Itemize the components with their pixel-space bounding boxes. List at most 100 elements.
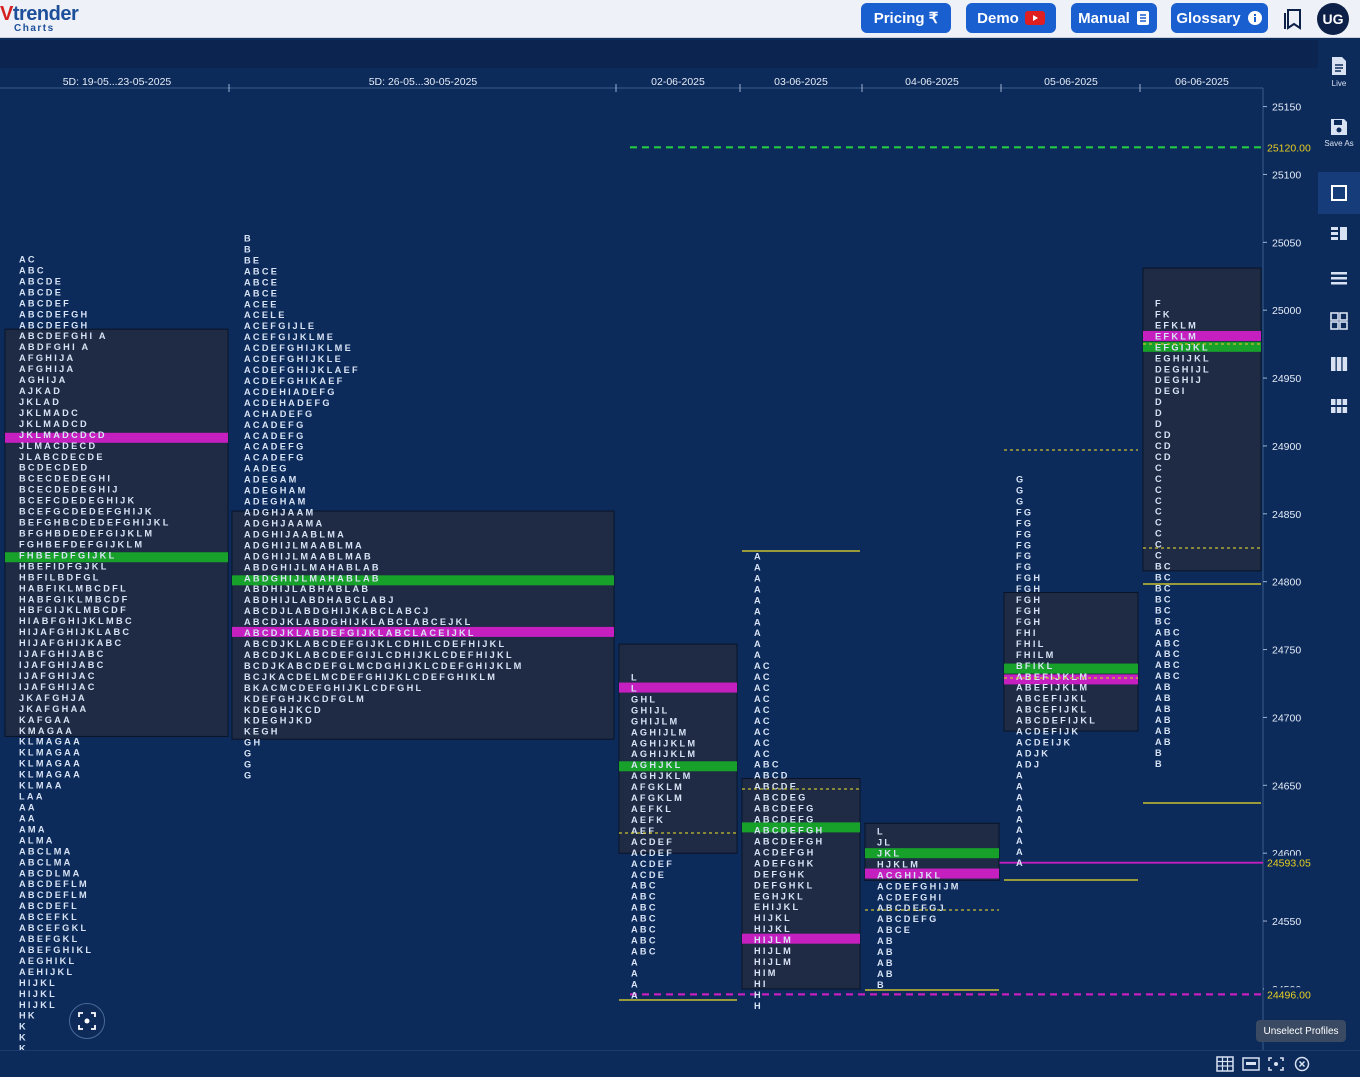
market-profile-chart[interactable]: 5D: 19-05...23-05-2025 5D: 26-05...30-05-… [0, 40, 1318, 1050]
tpo-row: ABEFGHIKL [19, 945, 93, 955]
tpo-row: ACDE [631, 870, 666, 880]
live-button[interactable]: Live [1318, 56, 1360, 96]
tpo-row: A [1016, 836, 1025, 846]
tpo-row: HIJAFGHIJKLABC [19, 627, 131, 637]
tpo-row: GH [244, 738, 262, 748]
price-label-bg [1264, 987, 1316, 1002]
tpo-row: ADGHIJLMAABLMAB [244, 551, 373, 561]
y-tick-label: 24550 [1272, 916, 1301, 928]
user-avatar[interactable]: UG [1317, 3, 1349, 35]
price-label: 25120.00 [1267, 142, 1311, 154]
tpo-row: AB [1155, 704, 1173, 714]
price-label: 24496.00 [1267, 989, 1311, 1001]
tpo-row: AC [754, 661, 772, 671]
tpo-row: ADGHJAAM [244, 508, 315, 518]
tpo-row: ABCDEFLM [19, 879, 89, 889]
tpo-row: ADJK [1016, 749, 1050, 759]
tpo-row: GHL [631, 694, 657, 704]
tpo-row: AMA [19, 824, 47, 834]
single-layout-button[interactable] [1318, 172, 1360, 214]
save-as-button[interactable]: Save As [1318, 118, 1360, 158]
right-toolbar: Live Save As [1318, 40, 1360, 1050]
tpo-row: CD [1155, 441, 1173, 451]
tpo-row: FGH [1016, 606, 1042, 616]
tpo-row: ABCE [244, 288, 279, 298]
tpo-row: A [754, 617, 763, 627]
tpo-row: ADEFGHK [754, 858, 816, 868]
save-as-label: Save As [1324, 139, 1354, 148]
tpo-row: ABCE [244, 266, 279, 276]
tpo-row: ADGHJAAMA [244, 518, 324, 528]
demo-button[interactable]: Demo [966, 3, 1056, 33]
layout-grid-button[interactable] [1318, 312, 1360, 334]
tpo-row: GHIJLM [631, 716, 680, 726]
y-tick-label: 24850 [1272, 509, 1301, 521]
manual-button[interactable]: Manual [1071, 3, 1157, 33]
tpo-row: DEGI [1155, 386, 1187, 396]
fullscreen-icon[interactable] [1267, 1056, 1285, 1072]
layout-columns-button[interactable] [1318, 356, 1360, 378]
tpo-row: C [1155, 474, 1164, 484]
tpo-row: AB [1155, 682, 1173, 692]
bookmarks-icon[interactable] [1282, 7, 1304, 31]
close-circle-icon[interactable] [1293, 1056, 1311, 1072]
tpo-row: DEFGHK [754, 869, 807, 879]
tpo-row: KLMAGAA [19, 759, 82, 769]
tpo-row: DEFGHKL [754, 880, 815, 890]
layout-rows-button[interactable] [1318, 270, 1360, 292]
vah-band [619, 761, 737, 772]
tpo-row: B [1155, 748, 1164, 758]
tpo-row: EFKLM [1155, 320, 1198, 330]
tpo-row: BE [244, 255, 261, 265]
tpo-row: G [244, 749, 253, 759]
price-label-bg [1264, 855, 1316, 870]
tpo-row: KMAGAA [19, 726, 74, 736]
tpo-row: ACADEFG [244, 431, 306, 441]
tpo-row: D [1155, 408, 1164, 418]
tpo-row: B [244, 234, 253, 244]
poc-band [232, 626, 614, 637]
tpo-row: ABCDJKLABDEFGIJKLABCLACEIJKL [244, 628, 476, 638]
table-icon[interactable] [1216, 1056, 1234, 1072]
tpo-row: ABC [19, 265, 46, 275]
tpo-row: ABCDEFGH [19, 320, 89, 330]
tpo-row: EFGIJKL [1155, 342, 1210, 352]
abc-letters-icon[interactable] [1242, 1056, 1260, 1072]
focus-button[interactable] [69, 1003, 105, 1039]
layout-6grid-button[interactable] [1318, 398, 1360, 420]
tpo-row: B [877, 980, 886, 990]
tpo-row: A [1016, 825, 1025, 835]
tpo-row: DEGHIJ [1155, 375, 1203, 385]
tpo-row: K [19, 1022, 28, 1032]
session-label: 5D: 26-05...30-05-2025 [369, 76, 478, 88]
tpo-row: GHIJL [631, 705, 670, 715]
tpo-row: KDEGHJKCD [244, 705, 323, 715]
glossary-button[interactable]: Glossary [1171, 3, 1268, 33]
tpo-row: ACDEF [631, 837, 674, 847]
pricing-button[interactable]: Pricing ₹ [861, 3, 951, 33]
rows-layout-icon [1331, 272, 1347, 285]
value-area-box [4, 328, 229, 737]
unselect-profiles-button[interactable]: Unselect Profiles [1256, 1020, 1346, 1042]
tpo-row: ADEGAM [244, 475, 299, 485]
focus-target-icon [78, 1012, 96, 1030]
tpo-row: ACGHIJKL [877, 870, 942, 880]
tpo-row: ABCDJKLABCDEFGIJLCDHIJKLCDEFHIJKL [244, 650, 514, 660]
poc-band [1004, 674, 1138, 685]
tpo-row: JKLMADCDCD [19, 430, 107, 440]
tpo-row: AC [754, 705, 772, 715]
y-tick-label: 25100 [1272, 169, 1301, 181]
tpo-row: K [19, 1044, 28, 1050]
tpo-row: H [754, 990, 763, 1000]
tpo-row: AB [877, 969, 895, 979]
tpo-row: H [754, 1001, 763, 1011]
tpo-row: ADGHIJLMAABLMA [244, 540, 364, 550]
tpo-row: BCJKACDELMCDEFGHIJKLCDEFGHIKLM [244, 672, 497, 682]
tpo-row: EGHJKL [754, 891, 805, 901]
layout-2-button[interactable] [1318, 226, 1360, 248]
tpo-row: AB [877, 936, 895, 946]
vtrender-logo[interactable]: Vtrender Charts [0, 3, 79, 34]
tpo-row: ABDHIJLABDHABCLABJ [244, 595, 396, 605]
tpo-row: ACADEFG [244, 420, 306, 430]
vah-band [1143, 341, 1261, 352]
